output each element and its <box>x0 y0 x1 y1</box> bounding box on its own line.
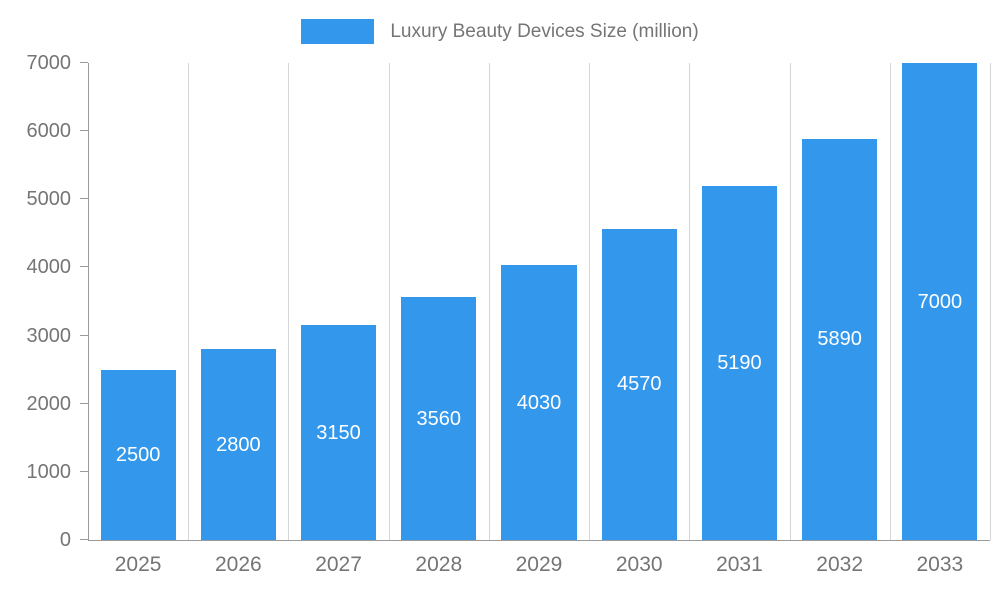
bar-slot: 2500 <box>88 63 188 540</box>
x-axis-label: 2029 <box>515 553 563 576</box>
legend: Luxury Beauty Devices Size (million) <box>0 19 1000 44</box>
gridline <box>990 63 991 540</box>
y-axis-tick <box>80 334 88 336</box>
bar-2030[interactable]: 4570 <box>601 228 677 540</box>
bar-slot: 5190 <box>689 63 789 540</box>
bar-slot: 3150 <box>288 63 388 540</box>
y-axis-label: 6000 <box>26 120 72 143</box>
y-axis-line <box>88 63 89 540</box>
bar-value-label: 7000 <box>917 290 963 313</box>
y-axis-tick <box>80 62 88 63</box>
bar-value-label: 4570 <box>616 373 662 396</box>
gridline <box>689 63 691 540</box>
bar-2025[interactable]: 2500 <box>100 369 176 540</box>
gridline <box>789 63 791 540</box>
y-axis-tick <box>80 539 88 540</box>
bar-2032[interactable]: 5890 <box>802 138 878 540</box>
bar-slot: 4030 <box>489 63 589 540</box>
y-axis-label: 2000 <box>26 392 72 415</box>
x-axis-label: 2031 <box>716 553 763 576</box>
x-axis-label: 2026 <box>214 553 262 576</box>
bar-value-label: 3150 <box>316 421 361 444</box>
y-axis-label: 1000 <box>26 460 72 483</box>
x-axis-label: 2033 <box>916 553 964 576</box>
bar-value-label: 5890 <box>817 328 862 351</box>
y-axis-tick <box>80 130 88 132</box>
bar-2033[interactable]: 7000 <box>902 63 978 540</box>
bar-2026[interactable]: 2800 <box>200 349 276 540</box>
bar-value-label: 3560 <box>416 407 462 430</box>
bar-2031[interactable]: 5190 <box>701 186 778 540</box>
gridline <box>589 63 591 540</box>
y-axis-tick <box>80 198 88 200</box>
bar-value-label: 2800 <box>216 433 261 456</box>
bar-value-label: 5190 <box>717 352 762 375</box>
bar-2027[interactable]: 3150 <box>300 325 377 540</box>
bar-slot: 3560 <box>389 63 489 540</box>
gridline <box>488 63 490 540</box>
gridline <box>388 63 390 540</box>
gridline <box>889 63 891 540</box>
x-axis: 2025 2026 2027 2028 2029 2030 2031 2032 2033 <box>88 554 990 575</box>
x-axis-label: 2027 <box>315 553 362 576</box>
plot-area: 2500 2800 3150 3560 4030 4570 5190 5890 7000 <box>88 63 991 541</box>
y-axis: 0 1000 2000 3000 4000 5000 6000 7000 <box>0 53 88 550</box>
y-axis-label: 4000 <box>26 256 72 279</box>
y-axis-label: 7000 <box>26 52 72 74</box>
bar-slot: 7000 <box>890 63 990 540</box>
x-axis-label: 2025 <box>114 553 162 576</box>
bar-slot: 2800 <box>188 63 288 540</box>
legend-label: Luxury Beauty Devices Size (million) <box>390 20 699 42</box>
x-axis-label: 2032 <box>816 553 863 576</box>
y-axis-label: 0 <box>59 529 71 551</box>
gridline <box>288 63 290 540</box>
gridline <box>188 63 190 540</box>
bar-2029[interactable]: 4030 <box>501 265 577 540</box>
bar-value-label: 2500 <box>115 443 161 466</box>
y-axis-tick <box>80 470 88 472</box>
legend-swatch <box>301 19 375 44</box>
y-axis-label: 5000 <box>26 188 72 211</box>
x-axis-label: 2030 <box>615 553 663 576</box>
y-axis-tick <box>80 266 88 268</box>
y-axis-label: 3000 <box>26 324 72 347</box>
x-axis-label: 2028 <box>415 553 463 576</box>
y-axis-tick <box>80 402 88 404</box>
bar-2028[interactable]: 3560 <box>401 297 477 540</box>
bar-slot: 5890 <box>790 63 890 540</box>
bar-value-label: 4030 <box>516 391 562 414</box>
bar-slot: 4570 <box>589 63 689 540</box>
